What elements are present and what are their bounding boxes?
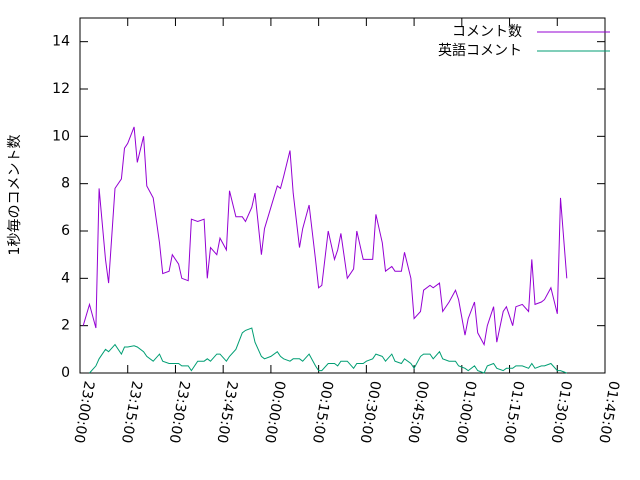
y-tick-label: 2 <box>61 318 70 334</box>
y-tick-label: 14 <box>52 34 70 50</box>
x-tick-label: 00:00:00 <box>261 380 288 445</box>
y-tick-label: 12 <box>52 81 70 97</box>
y-tick-label: 0 <box>61 365 70 381</box>
x-tick-label: 23:15:00 <box>118 380 145 445</box>
series-line <box>82 126 568 347</box>
x-tick-label: 01:00:00 <box>452 380 479 445</box>
y-tick-label: 10 <box>52 128 70 144</box>
x-tick-label: 00:45:00 <box>404 380 431 445</box>
y-tick-label: 6 <box>61 223 70 239</box>
plot-frame <box>79 17 606 374</box>
y-tick-label: 8 <box>61 176 70 192</box>
series-line <box>89 327 567 374</box>
x-tick-label: 23:45:00 <box>213 380 240 445</box>
x-tick-label: 00:15:00 <box>309 380 336 445</box>
x-tick-label: 01:30:00 <box>547 380 574 445</box>
x-tick-label: 01:45:00 <box>595 380 622 445</box>
legend-label: コメント数 <box>452 24 522 40</box>
y-axis-label: 1秒毎のコメント数 <box>7 135 23 256</box>
x-tick-label: 00:30:00 <box>357 380 384 445</box>
x-tick-label: 01:15:00 <box>500 380 527 445</box>
legend-label: 英語コメント <box>438 42 522 59</box>
x-tick-label: 23:00:00 <box>70 380 97 445</box>
x-tick-label: 23:30:00 <box>166 380 193 445</box>
y-tick-label: 4 <box>61 270 70 286</box>
